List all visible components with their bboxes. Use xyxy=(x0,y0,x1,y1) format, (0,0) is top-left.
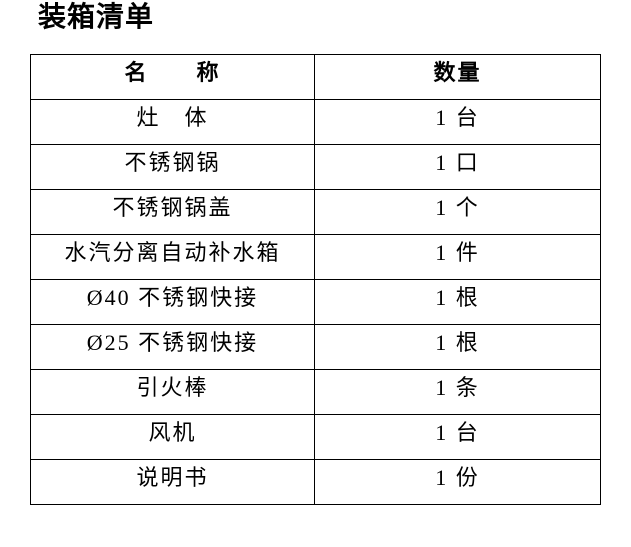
page-title: 装箱清单 xyxy=(38,2,155,33)
table-row: Ø25 不锈钢快接 1 根 xyxy=(30,324,601,370)
packing-list-table: 名 称 数量 灶 体 1 台 不锈钢锅 1 口 不锈钢锅盖 1 个 水汽分离自动… xyxy=(30,54,601,505)
item-name-cell: 水汽分离自动补水箱 xyxy=(30,234,315,280)
table-header-row: 名 称 数量 xyxy=(30,54,601,100)
item-qty-cell: 1 台 xyxy=(314,99,601,145)
item-qty-cell: 1 根 xyxy=(314,324,601,370)
item-qty-cell: 1 份 xyxy=(314,459,601,505)
item-name-cell: 说明书 xyxy=(30,459,315,505)
table-row: 说明书 1 份 xyxy=(30,459,601,505)
table-row: 引火棒 1 条 xyxy=(30,369,601,415)
item-qty-cell: 1 件 xyxy=(314,234,601,280)
table-row: 不锈钢锅 1 口 xyxy=(30,144,601,190)
column-header-qty: 数量 xyxy=(314,54,601,100)
item-name-cell: 引火棒 xyxy=(30,369,315,415)
table-row: Ø40 不锈钢快接 1 根 xyxy=(30,279,601,325)
item-name-cell: 不锈钢锅 xyxy=(30,144,315,190)
table-row: 灶 体 1 台 xyxy=(30,99,601,145)
item-qty-cell: 1 台 xyxy=(314,414,601,460)
item-name-cell: 不锈钢锅盖 xyxy=(30,189,315,235)
item-qty-cell: 1 个 xyxy=(314,189,601,235)
column-header-name: 名 称 xyxy=(30,54,315,100)
item-name-cell: Ø25 不锈钢快接 xyxy=(30,324,315,370)
table-row: 不锈钢锅盖 1 个 xyxy=(30,189,601,235)
item-name-cell: 风机 xyxy=(30,414,315,460)
item-qty-cell: 1 条 xyxy=(314,369,601,415)
table-row: 风机 1 台 xyxy=(30,414,601,460)
item-qty-cell: 1 根 xyxy=(314,279,601,325)
item-qty-cell: 1 口 xyxy=(314,144,601,190)
item-name-cell: Ø40 不锈钢快接 xyxy=(30,279,315,325)
table-row: 水汽分离自动补水箱 1 件 xyxy=(30,234,601,280)
item-name-cell: 灶 体 xyxy=(30,99,315,145)
